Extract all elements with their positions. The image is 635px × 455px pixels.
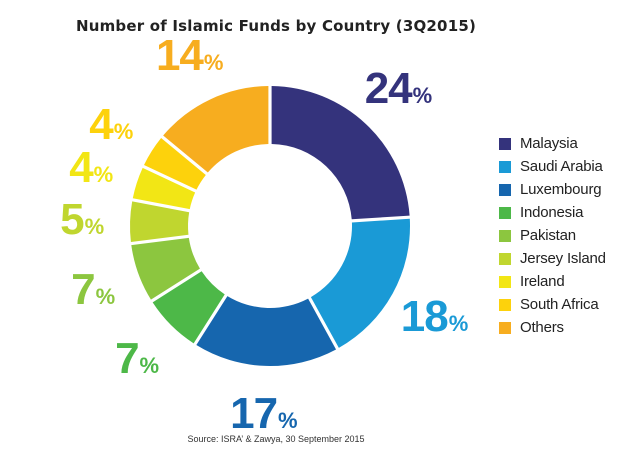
slice-ireland bbox=[132, 167, 196, 210]
legend-label: South Africa bbox=[520, 296, 599, 313]
pct-label-jersey-island: 5% bbox=[60, 195, 105, 245]
legend-item-ireland: Ireland bbox=[499, 270, 606, 293]
legend-label: Others bbox=[520, 319, 564, 336]
legend-swatch bbox=[499, 298, 511, 311]
legend-label: Indonesia bbox=[520, 204, 584, 221]
pct-label-saudi-arabia: 18% bbox=[400, 291, 469, 341]
pct-label-malaysia: 24% bbox=[364, 63, 433, 113]
slice-others bbox=[163, 86, 269, 173]
slice-south-africa bbox=[144, 137, 206, 190]
pct-label-south-africa: 4% bbox=[89, 100, 134, 150]
legend-item-south-africa: South Africa bbox=[499, 293, 606, 316]
slice-luxembourg bbox=[196, 296, 337, 366]
slice-pakistan bbox=[131, 237, 200, 300]
donut-slices bbox=[130, 86, 411, 366]
legend-label: Malaysia bbox=[520, 135, 578, 152]
slice-saudi-arabia bbox=[310, 218, 411, 348]
legend-label: Saudi Arabia bbox=[520, 158, 603, 175]
legend-swatch bbox=[499, 160, 511, 173]
pct-label-ireland: 4% bbox=[69, 142, 114, 192]
pct-label-pakistan: 7% bbox=[71, 264, 116, 314]
pct-label-luxembourg: 17% bbox=[230, 388, 298, 438]
legend-item-indonesia: Indonesia bbox=[499, 201, 606, 224]
pct-label-others: 14% bbox=[155, 30, 224, 80]
legend-swatch bbox=[499, 206, 511, 219]
slice-malaysia bbox=[271, 86, 410, 220]
slice-jersey-island bbox=[130, 201, 190, 242]
legend-item-jersey-island: Jersey Island bbox=[499, 247, 606, 270]
legend-label: Ireland bbox=[520, 273, 565, 290]
legend-item-luxembourg: Luxembourg bbox=[499, 178, 606, 201]
chart-legend: Malaysia Saudi Arabia Luxembourg Indonesia P… bbox=[499, 132, 606, 339]
legend-swatch bbox=[499, 183, 511, 196]
pct-label-indonesia: 7% bbox=[115, 333, 160, 383]
legend-label: Jersey Island bbox=[520, 250, 606, 267]
legend-swatch bbox=[499, 137, 511, 150]
legend-item-others: Others bbox=[499, 316, 606, 339]
legend-swatch bbox=[499, 229, 511, 242]
chart-title: Number of Islamic Funds by Country (3Q20… bbox=[75, 17, 477, 35]
legend-label: Pakistan bbox=[520, 227, 576, 244]
legend-item-saudi-arabia: Saudi Arabia bbox=[499, 155, 606, 178]
legend-item-pakistan: Pakistan bbox=[499, 224, 606, 247]
slice-indonesia bbox=[152, 271, 225, 344]
legend-swatch bbox=[499, 275, 511, 288]
legend-item-malaysia: Malaysia bbox=[499, 132, 606, 155]
legend-label: Luxembourg bbox=[520, 181, 602, 198]
legend-swatch bbox=[499, 252, 511, 265]
legend-swatch bbox=[499, 321, 511, 334]
source-note: Source: ISRA’ & Zawya, 30 September 2015 bbox=[187, 434, 365, 444]
